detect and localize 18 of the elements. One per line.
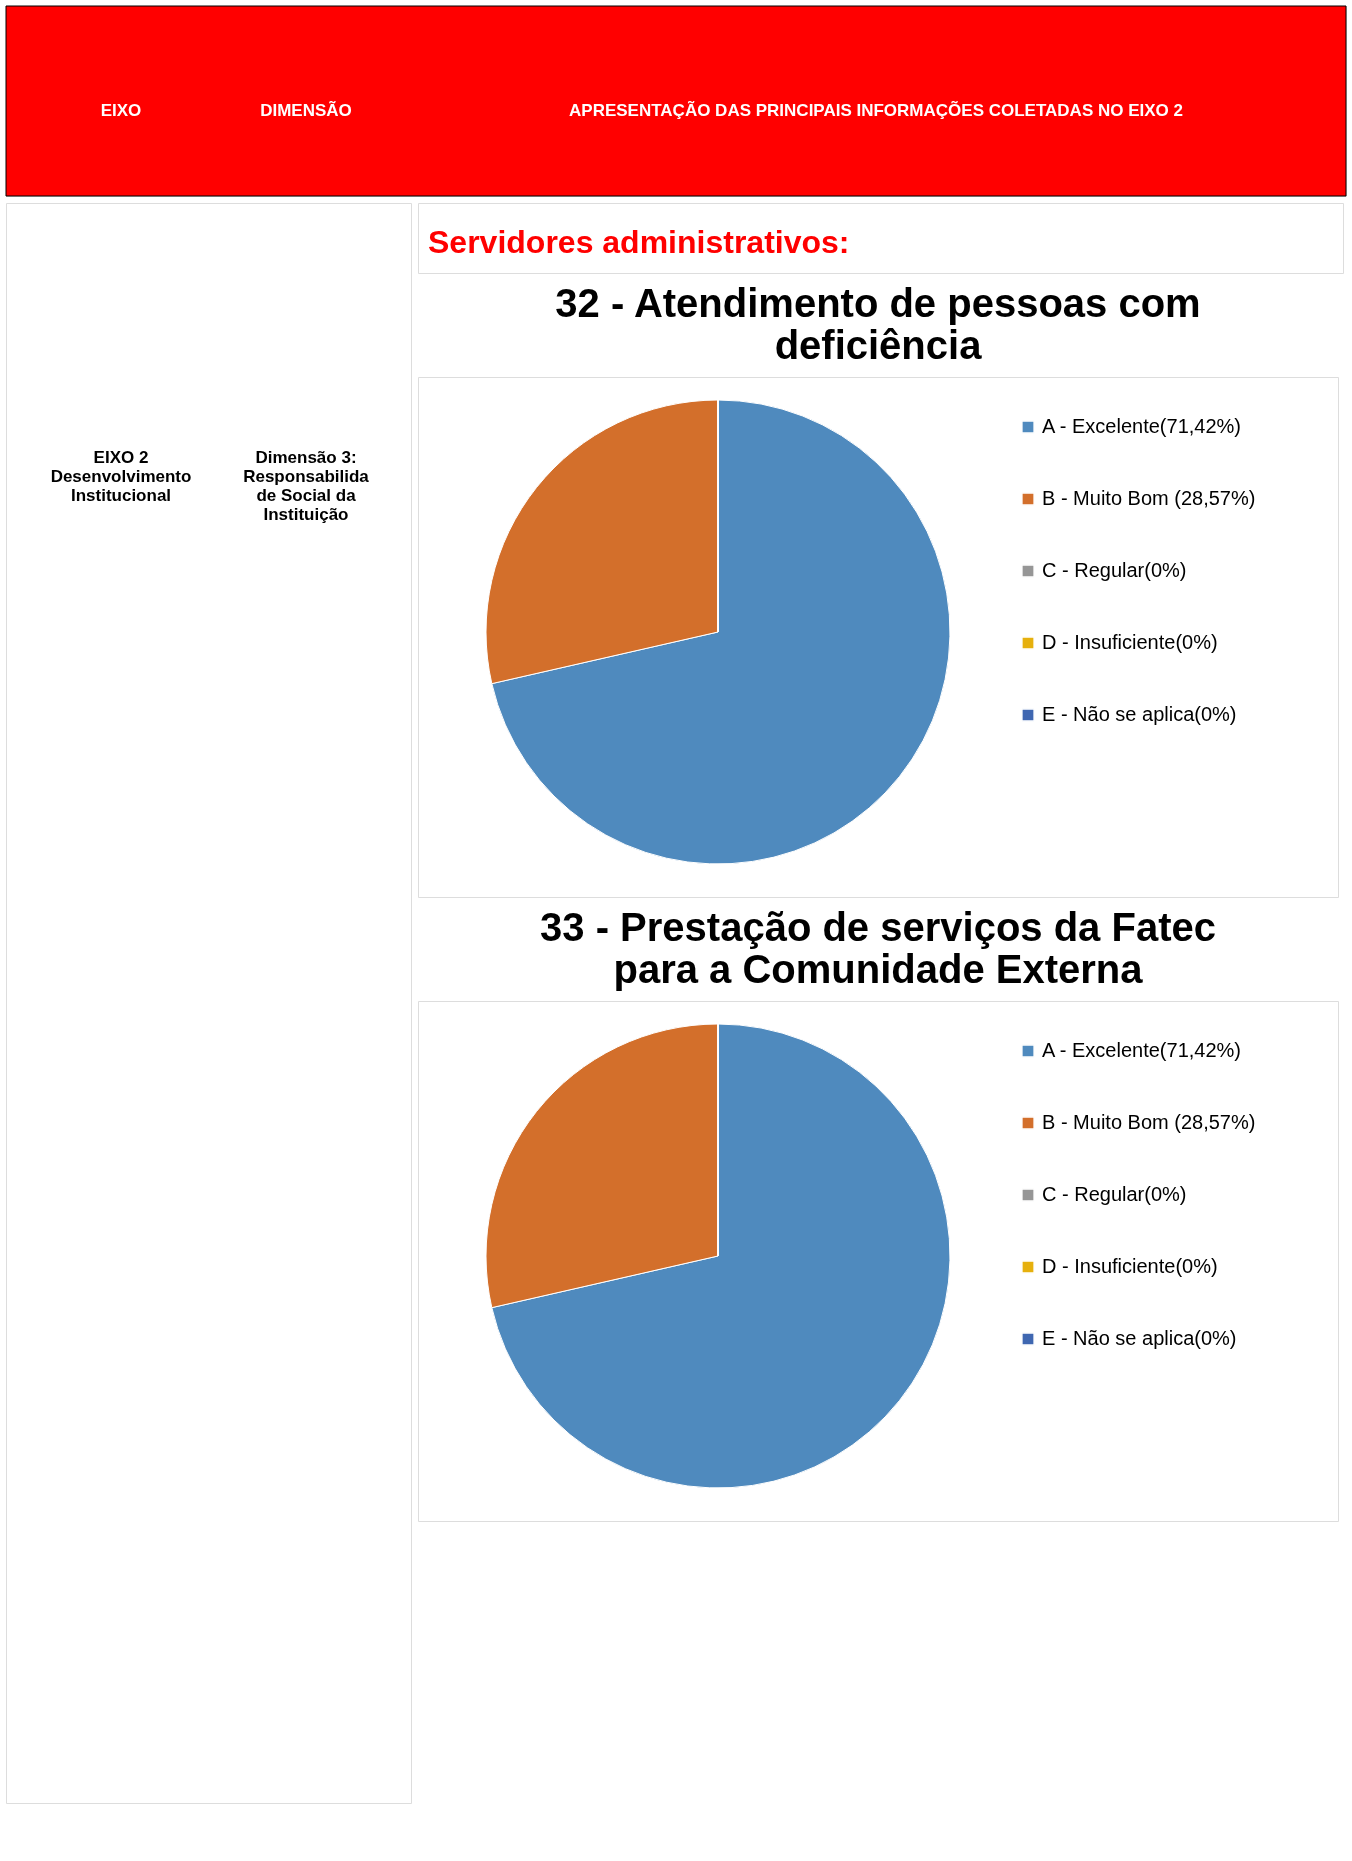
legend-label: A - Excelente(71,42%): [1042, 415, 1241, 437]
text: Servidores administrativos:: [428, 224, 850, 260]
legend-label: B - Muito Bom (28,57%): [1042, 1111, 1256, 1133]
text: EIXO 2 Desenvolvimento Institucional: [50, 448, 192, 505]
chart-title: 32 - Atendimento de pessoas com deficiência: [555, 281, 1201, 367]
text: EIXO: [100, 101, 142, 120]
legend-label: E - Não se aplica(0%): [1042, 703, 1237, 725]
text: DIMENSÃO: [260, 100, 352, 120]
legend-label: A - Excelente(71,42%): [1042, 1039, 1241, 1061]
text: APRESENTAÇÃO DAS PRINCIPAIS INFORMAÇÕES COLETADAS NO EIXO 2: [569, 100, 1183, 120]
legend-label: D - Insuficiente(0%): [1042, 631, 1218, 653]
text: Dimensão 3: Responsabilidade Social da Instituição: [243, 448, 370, 524]
legend-label: C - Regular(0%): [1042, 1183, 1187, 1205]
legend-label: D - Insuficiente(0%): [1042, 1255, 1218, 1277]
legend-label: E - Não se aplica(0%): [1042, 1327, 1237, 1349]
legend-label: B - Muito Bom (28,57%): [1042, 487, 1256, 509]
chart-title: 33 - Prestação de serviços da Fatec para a Comunidade Externa: [540, 905, 1216, 991]
legend-label: C - Regular(0%): [1042, 559, 1187, 581]
